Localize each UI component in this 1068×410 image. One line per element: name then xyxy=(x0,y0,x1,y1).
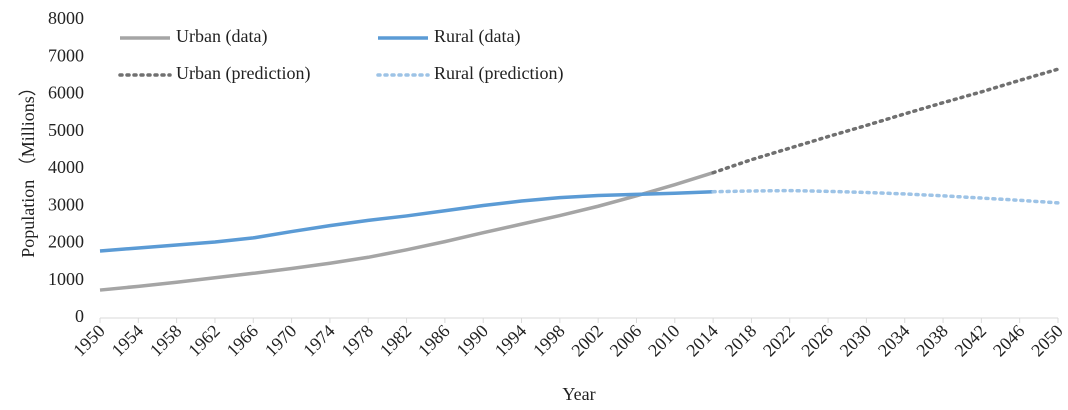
x-tick-label: 2006 xyxy=(606,321,646,361)
x-tick-label: 2010 xyxy=(644,321,684,361)
x-tick-label: 1990 xyxy=(452,321,492,361)
x-tick-label: 2026 xyxy=(797,321,837,361)
legend-label: Urban (data) xyxy=(176,26,267,47)
x-tick-label: 2046 xyxy=(989,321,1029,361)
y-tick-label: 4000 xyxy=(48,157,84,177)
y-tick-label: 0 xyxy=(75,306,84,326)
y-tick-label: 5000 xyxy=(48,120,84,140)
legend-label: Rural (prediction) xyxy=(434,63,563,84)
y-tick-label: 1000 xyxy=(48,269,84,289)
x-tick-label: 1954 xyxy=(108,321,148,361)
series-line xyxy=(711,188,1060,205)
x-tick-label: 2038 xyxy=(912,321,952,361)
x-tick-label: 2002 xyxy=(567,321,607,361)
x-tick-label: 2034 xyxy=(874,321,914,361)
x-tick-label: 1962 xyxy=(184,321,224,361)
x-tick-label: 1982 xyxy=(376,321,416,361)
x-tick-label: 1998 xyxy=(529,321,569,361)
x-tick-label: 2022 xyxy=(759,321,799,361)
x-tick-label: 1970 xyxy=(261,321,301,361)
x-tick-label: 1986 xyxy=(414,321,454,361)
x-tick-label: 2030 xyxy=(836,321,876,361)
y-tick-label: 7000 xyxy=(48,45,84,65)
x-tick-label: 1958 xyxy=(146,321,186,361)
y-tick-label: 8000 xyxy=(48,8,84,28)
x-tick-label: 2050 xyxy=(1027,321,1067,361)
y-axis-label: Population （Millions） xyxy=(18,78,38,258)
x-axis-label: Year xyxy=(562,384,595,404)
series-line xyxy=(99,189,714,253)
x-tick-label: 2014 xyxy=(682,321,722,361)
series-line xyxy=(99,171,714,292)
series-line xyxy=(711,67,1060,175)
y-tick-label: 3000 xyxy=(48,194,84,214)
x-tick-label: 2018 xyxy=(721,321,761,361)
y-tick-label: 6000 xyxy=(48,83,84,103)
x-tick-label: 2042 xyxy=(951,321,991,361)
x-tick-label: 1950 xyxy=(69,321,109,361)
y-tick-label: 2000 xyxy=(48,232,84,252)
x-tick-label: 1974 xyxy=(299,321,339,361)
x-tick-label: 1966 xyxy=(223,321,263,361)
x-tick-label: 1978 xyxy=(337,321,377,361)
x-tick-label: 1994 xyxy=(491,321,531,361)
legend-label: Urban (prediction) xyxy=(176,63,310,84)
legend-label: Rural (data) xyxy=(434,26,520,47)
